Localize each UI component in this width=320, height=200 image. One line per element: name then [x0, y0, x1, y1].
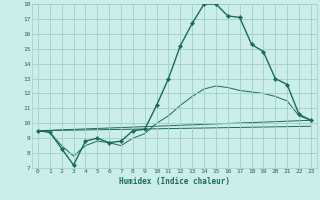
X-axis label: Humidex (Indice chaleur): Humidex (Indice chaleur)	[119, 177, 230, 186]
